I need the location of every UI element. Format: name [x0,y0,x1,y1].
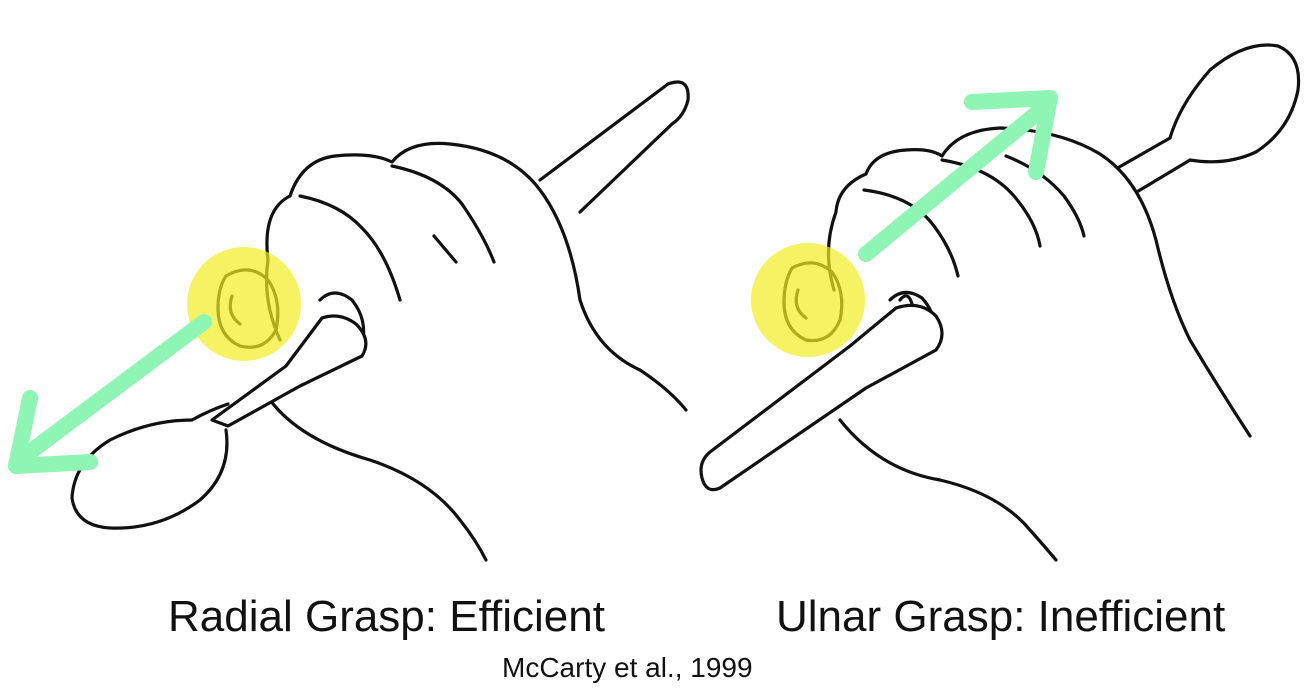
thumb-highlight-icon [751,243,865,357]
spoon-handle-upper [538,80,690,214]
spoon-handle-lower [699,294,944,492]
thumb-highlight-icon [187,247,301,361]
spoon-upper [1112,43,1301,198]
hand-holding-spoon-icon [216,141,688,562]
ulnar-grasp-illustration [699,43,1301,562]
direction-arrow-icon [858,90,1058,262]
radial-grasp-illustration [8,80,690,562]
radial-grasp-caption: Radial Grasp: Efficient [168,592,605,641]
ulnar-grasp-panel [690,0,1309,570]
spoon-lower [70,314,368,530]
direction-arrow-icon [8,314,212,474]
citation: McCarty et al., 1999 [502,652,753,683]
radial-grasp-panel [0,0,690,570]
ulnar-grasp-caption: Ulnar Grasp: Inefficient [776,592,1226,641]
